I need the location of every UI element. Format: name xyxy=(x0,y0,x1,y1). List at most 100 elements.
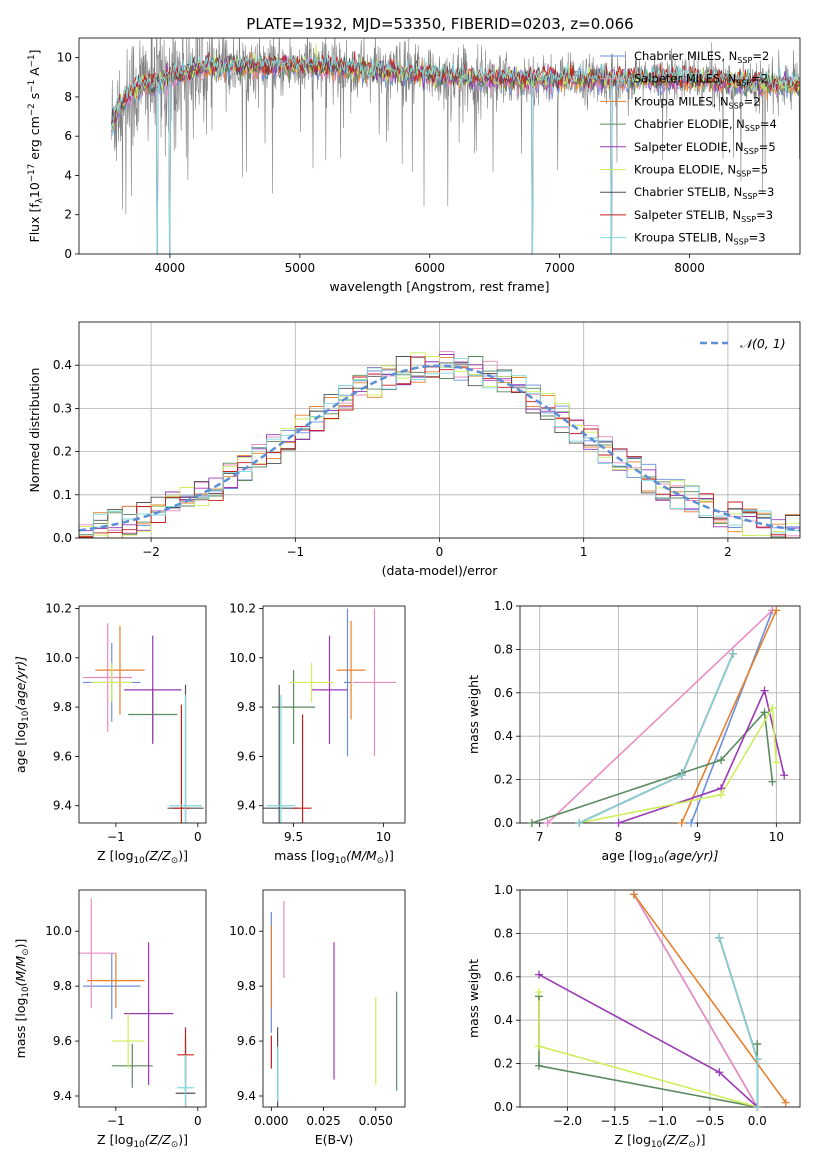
weight-marker-kroupa-elodie xyxy=(772,758,781,767)
errorbar-chabrier-miles xyxy=(83,953,141,1020)
errorbar-kroupa-miles xyxy=(336,620,366,720)
errorbar-kroupa-miles xyxy=(95,625,145,715)
legend-label-salpeter-miles: Salpeter MILES, NSSP=2 xyxy=(634,72,768,88)
errorbar-chabrier-stelib xyxy=(263,684,298,823)
spectrum-ytick-label: 4 xyxy=(64,168,72,182)
age_vs_Z-ytick-label: 10.0 xyxy=(45,651,72,665)
spectrum-xtick-label: 7000 xyxy=(544,261,575,275)
normal-curve xyxy=(79,364,800,532)
hist-kroupa-stelib xyxy=(79,358,800,538)
errorbar-salpeter-miles xyxy=(79,898,116,1009)
age_vs_mass-ytick-label: 9.8 xyxy=(237,700,256,714)
mass_vs_Z-ytick-label: 9.4 xyxy=(53,1089,72,1103)
age_vs_mass-xtick-label: 9.5 xyxy=(284,830,303,844)
residuals-plot-area xyxy=(79,350,800,538)
weight-marker-chabrier-elodie xyxy=(753,1040,762,1049)
weight_vs_age-xtick-label: 8 xyxy=(615,830,623,844)
weight_vs_age-xtick-label: 9 xyxy=(694,830,702,844)
weight-marker-chabrier-elodie xyxy=(768,777,777,786)
weight-line-kroupa-elodie xyxy=(579,705,778,823)
weight-marker-salpeter-elodie xyxy=(715,1068,724,1077)
weight_vs_Z-xtick-label: −1.0 xyxy=(648,1114,677,1128)
age_vs_Z-frame xyxy=(78,605,207,824)
weight_vs_Z-ytick-label: 0.8 xyxy=(494,926,513,940)
weight_vs_Z-xlabel: Z [log10(Z/Z⊙)] xyxy=(615,1132,706,1150)
residuals-ylabel-text: Normed distribution xyxy=(27,368,42,493)
weight-marker-kroupa-miles xyxy=(629,890,638,899)
weight-marker-salpeter-elodie xyxy=(760,686,769,695)
panel-weight_vs_age: 7 8 9 10 0.0 0.2 0.4 0.6 0.8 1.0 age [log10(age/yr… xyxy=(466,599,801,866)
residuals-ylabel: Normed distribution xyxy=(27,368,42,493)
weight-marker-kroupa-elodie xyxy=(534,987,543,996)
weight-marker-chabrier-elodie xyxy=(527,819,536,827)
panel-mass_vs_Z: −1 0 9.4 9.6 9.8 10.0 Z [log10(Z/Z⊙)] mass [log… xyxy=(13,889,207,1150)
weight-line-salpeter-miles xyxy=(633,893,758,1107)
errorbar-salpeter-stelib xyxy=(173,704,190,823)
weight_vs_Z-ytick-label: 0.2 xyxy=(494,1057,513,1071)
age_vs_mass-ytick-label: 10.2 xyxy=(229,601,256,615)
weight-line-chabrier-miles xyxy=(690,610,774,823)
age_vs_Z-ylabel-text: age [log10(age/yr)] xyxy=(13,656,31,773)
legend-label-kroupa-stelib: Kroupa STELIB, NSSP=3 xyxy=(634,231,766,247)
mass_vs_EBV-xtick-label: 0.025 xyxy=(306,1114,340,1128)
legend-label-kroupa-miles: Kroupa MILES, NSSP=2 xyxy=(634,94,761,110)
legend-label-chabrier-miles: Chabrier MILES, NSSP=2 xyxy=(634,49,769,65)
weight-marker-chabrier-miles xyxy=(687,819,696,827)
mass_vs_EBV-ytick-label: 9.4 xyxy=(237,1089,256,1103)
weight_vs_Z-ylabel-text: mass weight xyxy=(466,959,481,1038)
mass_vs_Z-plot-area xyxy=(79,898,196,1107)
weight_vs_age-ytick-label: 1.0 xyxy=(494,599,513,613)
spectrum-ylabel-text: Flux [fλ10−17 erg cm−2 s−1 A−1] xyxy=(27,50,45,243)
errorbar-salpeter-miles xyxy=(83,623,133,732)
weight-marker-kroupa-stelib xyxy=(753,1103,762,1111)
weight-marker-salpeter-miles xyxy=(543,819,552,827)
spectrum-xtick-label: 8000 xyxy=(674,261,705,275)
panel-age_vs_Z: −1 0 9.4 9.6 9.8 10.0 10.2 Z [log10(Z/Z⊙)] age [… xyxy=(13,601,207,866)
errorbar-kroupa-elodie xyxy=(289,662,334,703)
weight_vs_age-xlabel: age [log10(age/yr)] xyxy=(601,848,718,866)
residuals-xtick-label: −2 xyxy=(142,545,160,559)
weight_vs_age-xtick-label: 7 xyxy=(536,830,544,844)
age_vs_Z-ylabel: age [log10(age/yr)] xyxy=(13,656,31,773)
weight_vs_Z-xtick-label: −2.0 xyxy=(553,1114,582,1128)
residuals-xlabel: (data-model)/error xyxy=(382,563,499,578)
residuals-xtick-label: 2 xyxy=(724,545,732,559)
mass_vs_Z-ytick-label: 10.0 xyxy=(45,924,72,938)
spectrum-legend: Chabrier MILES, NSSP=2 Salpeter MILES, NS… xyxy=(600,49,777,247)
mass_vs_EBV-xlabel: E(B-V) xyxy=(315,1132,354,1147)
legend-label-kroupa-elodie: Kroupa ELODIE, NSSP=5 xyxy=(634,163,768,179)
weight_vs_Z-ytick-label: 1.0 xyxy=(494,883,513,897)
age_vs_mass-xlabel: mass [log10(M/M⊙)] xyxy=(274,848,394,866)
age_vs_Z-plot-area xyxy=(83,623,204,823)
residuals-ytick-label: 0.3 xyxy=(53,401,72,415)
errorbar-salpeter-elodie xyxy=(124,942,174,1086)
residuals-ytick-label: 0.2 xyxy=(53,445,72,459)
errorbar-chabrier-miles xyxy=(343,608,352,757)
errorbar-kroupa-stelib xyxy=(169,694,202,823)
weight_vs_age-ytick-label: 0.4 xyxy=(494,729,513,743)
age_vs_mass-ytick-label: 9.6 xyxy=(237,749,256,763)
age_vs_Z-xlabel: Z [log10(Z/Z⊙)] xyxy=(97,848,188,866)
residuals-ytick-label: 0.1 xyxy=(53,488,72,502)
weight_vs_Z-ytick-label: 0.4 xyxy=(494,1013,513,1027)
weight_vs_age-grid xyxy=(520,605,800,824)
weight_vs_Z-ylabel: mass weight xyxy=(466,959,481,1038)
weight_vs_age-ylabel-text: mass weight xyxy=(466,675,481,754)
weight-line-salpeter-stelib xyxy=(718,937,759,1107)
figure-title: PLATE=1932, MJD=53350, FIBERID=0203, z=0… xyxy=(246,15,633,33)
weight-marker-kroupa-miles xyxy=(677,819,686,827)
spectrum-plot-area xyxy=(111,38,800,254)
weight_vs_Z-frame xyxy=(519,889,801,1108)
weight-line-salpeter-elodie xyxy=(618,688,785,823)
mass_vs_EBV-xtick-label: 0.000 xyxy=(254,1114,288,1128)
age_vs_mass-plot-area xyxy=(263,608,397,823)
errorbar-salpeter-stelib xyxy=(293,714,312,823)
errorbar-kroupa-elodie xyxy=(111,1013,145,1069)
age_vs_Z-ytick-label: 9.8 xyxy=(53,700,72,714)
weight-line-salpeter-miles xyxy=(547,609,773,823)
spectrum-xtick-label: 5000 xyxy=(285,261,316,275)
spectrum-ytick-label: 6 xyxy=(64,129,72,143)
mass_vs_Z-ylabel-text: mass [log10(M/M⊙)] xyxy=(13,939,31,1059)
weight_vs_Z-xtick-label: −0.5 xyxy=(695,1114,724,1128)
